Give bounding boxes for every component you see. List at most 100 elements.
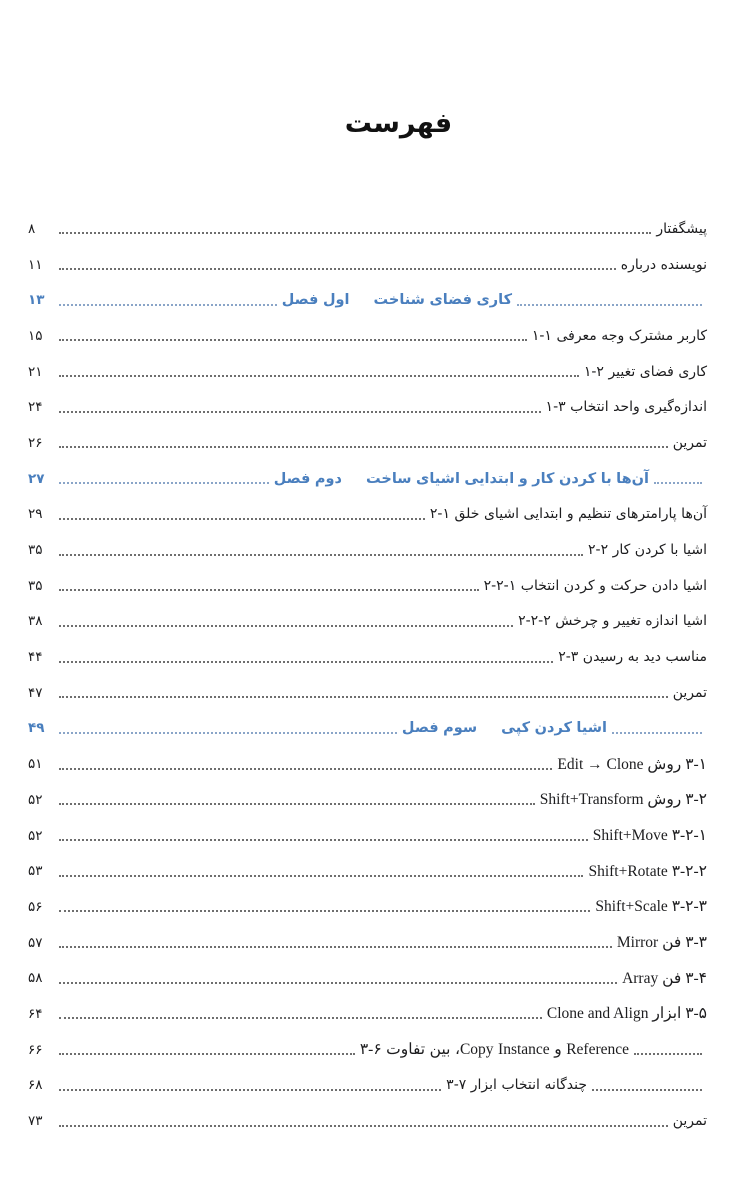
leader-dots <box>59 660 554 663</box>
entry-title: ۲-۱ خلق اشیای ابتدایی و تنظیم پارامترهای آن‌ها <box>429 506 707 523</box>
leader-dots <box>59 802 535 806</box>
entry-title: ۳-۲ روش Shift+Transform <box>539 791 707 809</box>
toc-row: ۱۱ درباره نویسنده <box>0 247 735 283</box>
page-number: ۱۳ <box>28 292 45 309</box>
toc-row: ۲۹ ۲-۱ خلق اشیای ابتدایی و تنظیم پارامترهای آن‌ه… <box>0 497 735 533</box>
toc-row: ۵۲ ۳-۲ روش Shift+Transform <box>0 782 735 818</box>
page-number: ۶۴ <box>28 1005 43 1022</box>
toc-row: ۶۸ ۳-۷ ابزار انتخاب چندگانه <box>0 1068 735 1104</box>
leader-dots <box>59 874 584 877</box>
page-number: ۵۱ <box>28 756 43 773</box>
toc-list: ۸ پیشگفتار ۱۱ درباره نویسنده ۱۳ فصل اول شناخت فضا… <box>0 211 735 1139</box>
leader-dots <box>59 624 514 627</box>
toc-row: ۶۴ ۳-۵ ابزار Clone and Align <box>0 996 735 1032</box>
entry-title: ۱-۳ انتخاب واحد اندازه‌گیری <box>545 399 707 416</box>
leader-dots <box>59 517 425 520</box>
leader-dots <box>59 303 277 306</box>
leader-dots <box>59 588 479 592</box>
page-number: ۴۴ <box>28 649 43 666</box>
entry-title: ۱-۱ معرفی وجه مشترک کاربر <box>531 327 707 344</box>
page-number: ۲۴ <box>28 399 43 416</box>
leader-dots <box>59 945 612 949</box>
page-number: ۵۷ <box>28 934 43 951</box>
leader-dots <box>59 374 579 378</box>
toc-row: ۳۸ ۲-۲-۲ چرخش و تغییر اندازه اشیا <box>0 604 735 640</box>
trailing-leader-dots <box>634 1052 702 1056</box>
page-number: ۲۶ <box>28 434 43 451</box>
page-number: ۵۸ <box>28 970 43 987</box>
toc-row: ۵۸ ۳-۴ فن Array <box>0 960 735 996</box>
entry-title: ۱-۲ تغییر فضای کاری <box>583 363 707 380</box>
leader-dots <box>59 767 553 770</box>
page-number: ۳۸ <box>28 613 43 630</box>
leader-dots <box>59 445 668 449</box>
entry-title: ۳-۵ ابزار Clone and Align <box>546 1005 707 1023</box>
toc-row: ۲۷ فصل دوم ساخت اشیای ابتدایی و کار کردن با آن‌ها <box>0 461 735 497</box>
toc-row: ۳۵ ۲-۲-۱ انتخاب کردن و حرکت دادن اشیا <box>0 568 735 604</box>
leader-dots <box>59 553 583 556</box>
leader-dots <box>59 1016 542 1020</box>
toc-row: ۵۲ ۳-۲-۱ Shift+Move <box>0 818 735 854</box>
page-number: ۱۱ <box>28 256 43 273</box>
entry-title: ۳-۶ تفاوت بین Copy، Instance و Reference <box>359 1041 629 1059</box>
toc-row: ۳۵ ۲-۲ کار کردن با اشیا <box>0 532 735 568</box>
entry-title: ۲-۳ رسیدن به دید مناسب <box>558 649 707 666</box>
page-number: ۷۳ <box>28 1113 43 1130</box>
toc-row: ۲۶ تمرین <box>0 425 735 461</box>
page-number: ۴۷ <box>28 684 43 701</box>
leader-dots <box>59 1124 668 1127</box>
entry-title: ۲-۲-۲ چرخش و تغییر اندازه اشیا <box>518 613 707 630</box>
page-number: ۴۹ <box>28 720 45 737</box>
trailing-leader-dots <box>612 731 702 734</box>
entry-title: ۲-۲ کار کردن با اشیا <box>588 542 707 559</box>
toc-row: ۵۶ ۳-۲-۳ Shift+Scale <box>0 889 735 925</box>
toc-row: ۵۱ ۳-۱ روش Edit → Clone <box>0 746 735 782</box>
chapter-entry-title: فصل اول شناخت فضای کاری <box>281 292 512 309</box>
chapter-entry-title: فصل سوم کپی کردن اشیا <box>401 720 607 737</box>
page-number: ۱۵ <box>28 327 43 344</box>
entry-title: پیشگفتار <box>656 220 707 237</box>
leader-dots <box>59 838 588 842</box>
toc-row: ۱۳ فصل اول شناخت فضای کاری <box>0 282 735 318</box>
page-number: ۶۶ <box>28 1041 43 1058</box>
leader-dots <box>59 481 269 485</box>
entry-title: ۲-۲-۱ انتخاب کردن و حرکت دادن اشیا <box>483 577 707 594</box>
toc-row: ۱۵ ۱-۱ معرفی وجه مشترک کاربر <box>0 318 735 354</box>
page-number: ۵۲ <box>28 827 43 844</box>
toc-row: ۸ پیشگفتار <box>0 211 735 247</box>
page-number: ۸ <box>28 220 36 237</box>
entry-title: درباره نویسنده <box>620 256 707 273</box>
entry-title: تمرین <box>672 684 707 701</box>
entry-title: تمرین <box>672 434 707 451</box>
toc-row: ۷۳ تمرین <box>0 1103 735 1139</box>
entry-title: ۳-۲-۱ Shift+Move <box>592 827 707 845</box>
leader-dots <box>59 1088 442 1091</box>
toc-row: ۲۱ ۱-۲ تغییر فضای کاری <box>0 354 735 390</box>
entry-title: تمرین <box>672 1113 707 1130</box>
leader-dots <box>59 731 397 734</box>
leader-dots <box>59 909 591 913</box>
page-number: ۲۱ <box>28 363 43 380</box>
leader-dots <box>59 410 541 413</box>
page-number: ۶۸ <box>28 1077 43 1094</box>
page-number: ۵۲ <box>28 791 43 808</box>
leader-dots <box>59 338 527 342</box>
toc-row: ۴۷ تمرین <box>0 675 735 711</box>
chapter-entry-title: فصل دوم ساخت اشیای ابتدایی و کار کردن با آن‌ها <box>273 470 649 487</box>
entry-title: ۳-۲-۲ Shift+Rotate <box>588 862 707 880</box>
toc-row: ۲۴ ۱-۳ انتخاب واحد اندازه‌گیری <box>0 389 735 425</box>
page-number: ۲۹ <box>28 506 43 523</box>
entry-title: ۳-۴ فن Array <box>622 969 707 987</box>
toc-row: ۴۴ ۲-۳ رسیدن به دید مناسب <box>0 639 735 675</box>
page-number: ۳۵ <box>28 577 43 594</box>
page-number: ۵۶ <box>28 898 43 915</box>
page-title: فهرست <box>344 108 453 139</box>
leader-dots <box>59 267 616 271</box>
toc-row: ۴۹ فصل سوم کپی کردن اشیا <box>0 711 735 747</box>
toc-row: ۵۷ ۳-۳ فن Mirror <box>0 925 735 961</box>
page-number: ۵۳ <box>28 863 43 880</box>
trailing-leader-dots <box>654 481 702 485</box>
leader-dots <box>59 1052 355 1056</box>
page-number: ۳۵ <box>28 542 43 559</box>
leader-dots <box>59 981 618 984</box>
